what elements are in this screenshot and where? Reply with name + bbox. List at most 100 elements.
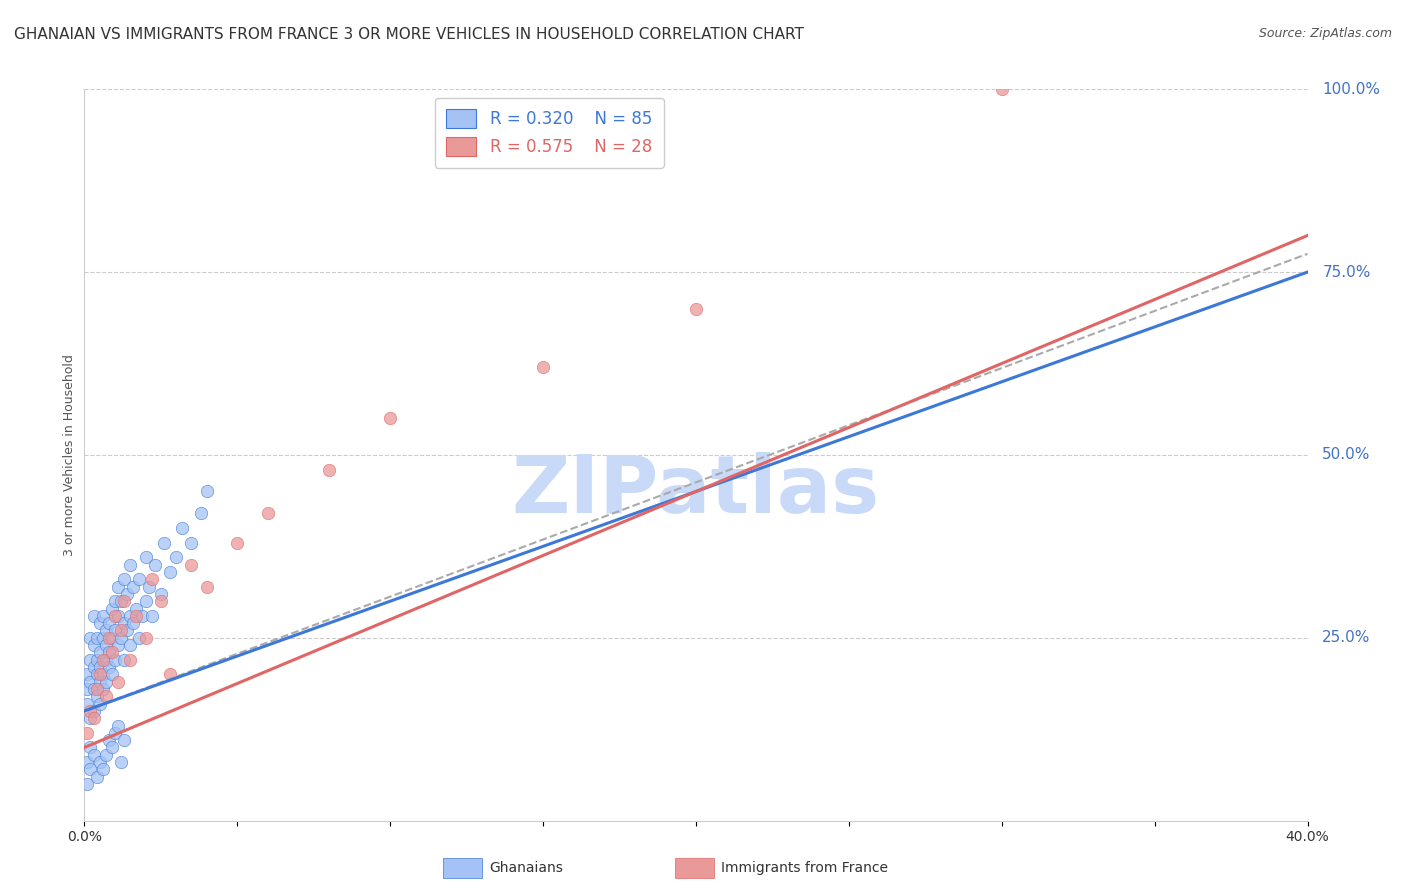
Point [76,667,98,681]
Point [125,608,148,623]
Point [83,638,105,652]
Point [125,601,148,615]
Point [120,638,142,652]
Point [97,616,120,631]
Point [94,638,117,652]
Point [79,653,101,667]
Point [104,608,127,623]
Point [91,681,114,696]
Point [172,521,194,535]
Point [135,594,157,608]
Point [89,660,111,674]
Point [107,608,129,623]
Point [122,580,145,594]
Point [76,726,98,740]
Point [101,631,124,645]
Point [91,763,114,777]
Point [101,667,124,681]
Point [190,507,212,521]
Text: 25.0%: 25.0% [1322,631,1371,645]
Point [257,507,280,521]
Point [110,624,132,638]
Point [91,608,114,623]
Point [94,747,117,762]
Point [89,645,111,659]
Point [195,484,218,499]
Point [120,653,142,667]
Point [159,565,181,579]
Point [94,690,117,704]
Point [83,704,105,718]
Point [86,770,108,784]
Point [79,674,101,689]
Y-axis label: 3 or more Vehicles in Household: 3 or more Vehicles in Household [63,354,76,556]
Point [128,631,150,645]
Point [86,667,108,681]
Point [110,755,132,769]
Point [79,704,101,718]
Point [101,645,124,659]
Point [131,608,153,623]
Point [107,638,129,652]
Point [89,755,111,769]
Point [112,616,135,631]
Point [97,660,120,674]
Point [104,594,127,608]
Point [79,711,101,725]
Point [94,674,117,689]
Text: Immigrants from France: Immigrants from France [721,861,889,875]
Point [141,572,163,586]
Point [112,653,135,667]
Point [115,587,138,601]
Point [112,594,135,608]
Text: 75.0%: 75.0% [1322,265,1371,279]
Point [991,82,1014,96]
Point [94,624,117,638]
Point [79,763,101,777]
Point [128,572,150,586]
Legend: R = 0.320    N = 85, R = 0.575    N = 28: R = 0.320 N = 85, R = 0.575 N = 28 [434,97,664,168]
Point [83,660,105,674]
Point [89,697,111,711]
Text: GHANAIAN VS IMMIGRANTS FROM FRANCE 3 OR MORE VEHICLES IN HOUSEHOLD CORRELATION C: GHANAIAN VS IMMIGRANTS FROM FRANCE 3 OR … [14,27,804,42]
Point [83,608,105,623]
Point [115,624,138,638]
Point [97,733,120,747]
Point [149,587,172,601]
Text: Source: ZipAtlas.com: Source: ZipAtlas.com [1258,27,1392,40]
Point [97,645,120,659]
Point [112,572,135,586]
Point [138,580,160,594]
Point [104,726,127,740]
Point [107,580,129,594]
Point [91,667,114,681]
Point [104,653,127,667]
Point [83,747,105,762]
Point [107,674,129,689]
Point [89,667,111,681]
Point [89,674,111,689]
Point [685,301,707,316]
Point [135,550,157,565]
Point [94,653,117,667]
Point [97,631,120,645]
Point [195,580,218,594]
Point [143,558,166,572]
Point [104,624,127,638]
Point [180,535,202,549]
Point [79,740,101,755]
Point [318,462,340,476]
Point [120,558,142,572]
Point [76,755,98,769]
Point [226,535,249,549]
Point [86,653,108,667]
Point [531,360,554,375]
Point [101,601,124,615]
Point [110,631,132,645]
Point [122,616,145,631]
Point [380,411,402,425]
Point [107,718,129,732]
Text: 50.0%: 50.0% [1322,448,1371,462]
Point [83,681,105,696]
Point [86,690,108,704]
